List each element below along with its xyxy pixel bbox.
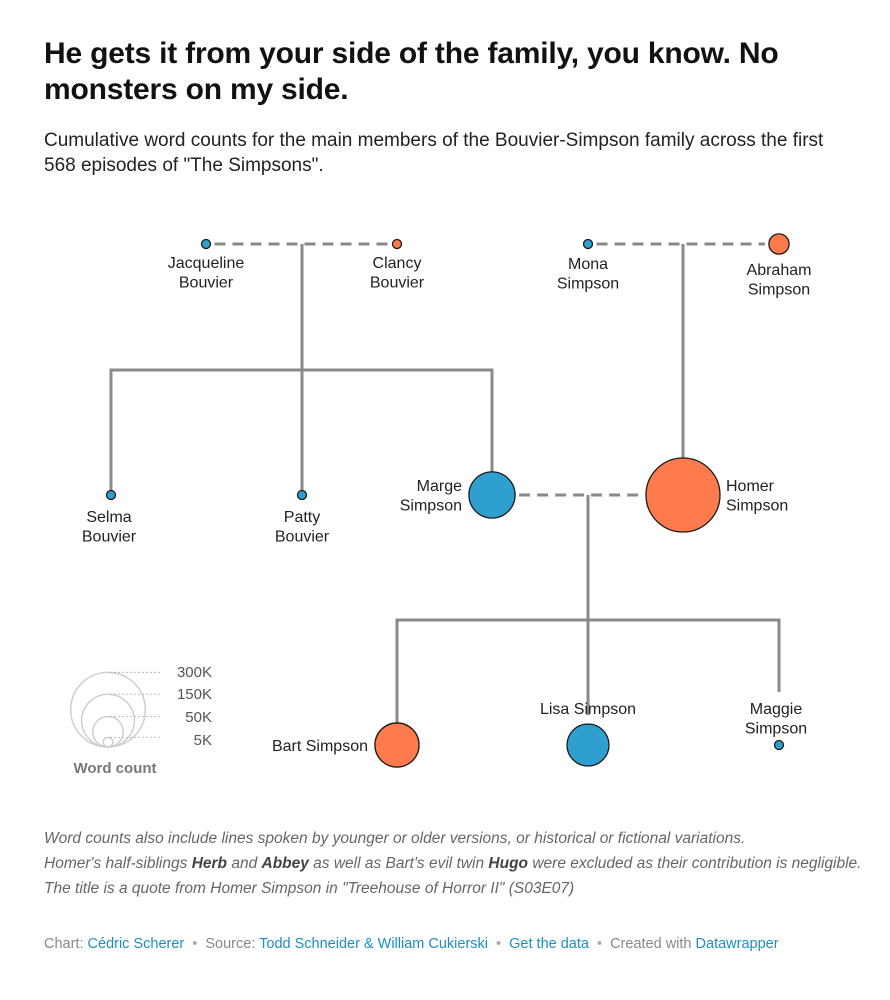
legend-label-50K: 50K [185, 709, 212, 726]
bubble-maggie[interactable] [773, 739, 785, 751]
label-clancy-line-2: Bouvier [370, 275, 425, 292]
bubble-jacqueline[interactable] [200, 238, 212, 250]
legend-circle-150K [80, 693, 136, 748]
datawrapper-link[interactable]: Datawrapper [695, 936, 779, 952]
label-clancy: Clancy Bouvier [370, 255, 425, 292]
label-abraham-line-2: Simpson [748, 282, 810, 299]
label-marge: Marge Simpson [400, 478, 462, 515]
bubble-marge[interactable] [468, 471, 516, 519]
label-maggie-line-1: Maggie [750, 701, 803, 718]
chart-title: He gets it from your side of the family,… [44, 37, 779, 106]
label-homer-line-1: Homer [726, 478, 775, 495]
legend-circle-5K [102, 736, 114, 748]
label-jacqueline-line-1: Jacqueline [168, 255, 245, 272]
bubble-patty[interactable] [296, 489, 308, 501]
label-patty: Patty Bouvier [275, 509, 330, 546]
legend-title: Word count [73, 760, 156, 777]
note-abbey: Abbey [261, 855, 309, 872]
bubble-clancy[interactable] [391, 238, 403, 250]
bubble-selma[interactable] [105, 489, 117, 501]
get-data-link[interactable]: Get the data [509, 936, 589, 952]
note-line-1: Word counts also include lines spoken by… [44, 830, 746, 847]
bubbles [105, 233, 790, 768]
label-selma-line-1: Selma [86, 509, 131, 526]
note-line-3: The title is a quote from Homer Simpson … [44, 880, 575, 897]
size-legend: 300K 150K 50K 5K Word count [69, 664, 212, 777]
label-marge-line-2: Simpson [400, 498, 462, 515]
legend-circle-300K [69, 671, 147, 748]
label-maggie: Maggie Simpson [745, 701, 807, 738]
label-abraham-line-1: Abraham [747, 262, 812, 279]
bubble-mona[interactable] [582, 238, 594, 250]
label-homer: Homer Simpson [726, 478, 788, 515]
label-patty-line-2: Bouvier [275, 529, 330, 546]
chart-subtitle: Cumulative word counts for the main memb… [44, 130, 824, 176]
label-jacqueline-line-2: Bouvier [179, 275, 234, 292]
note-herb: Herb [191, 855, 228, 872]
note-hugo: Hugo [488, 855, 529, 872]
label-jacqueline: Jacqueline Bouvier [168, 255, 245, 292]
bubble-abraham[interactable] [768, 233, 790, 255]
legend-circle-50K [92, 715, 124, 748]
label-selma-line-2: Bouvier [82, 529, 137, 546]
legend-label-5K: 5K [194, 732, 212, 749]
label-selma: Selma Bouvier [82, 509, 137, 546]
chart-author-link[interactable]: Cédric Scherer [87, 936, 185, 952]
label-mona-line-2: Simpson [557, 276, 619, 293]
label-marge-line-1: Marge [417, 478, 462, 495]
label-homer-line-2: Simpson [726, 498, 788, 515]
member-labels: Jacqueline Bouvier Clancy Bouvier Mona Simpso… [82, 255, 812, 755]
chart-notes: Word counts also include lines spoken by… [44, 826, 864, 901]
legend-label-150K: 150K [177, 686, 212, 703]
label-bart: Bart Simpson [272, 738, 368, 755]
connectors [109, 242, 781, 723]
label-maggie-line-2: Simpson [745, 721, 807, 738]
bubble-bart[interactable] [374, 722, 420, 768]
label-lisa: Lisa Simpson [540, 701, 636, 718]
label-mona: Mona Simpson [557, 256, 619, 293]
bubble-lisa[interactable] [566, 723, 610, 767]
label-clancy-line-1: Clancy [373, 255, 422, 272]
chart-footer: Chart: Cédric Scherer • Source: Todd Sch… [44, 936, 779, 952]
note-line-2: Homer's half-siblings Herb and Abbey as … [44, 855, 862, 872]
label-mona-line-1: Mona [568, 256, 608, 273]
source-link[interactable]: Todd Schneider & William Cukierski [259, 936, 488, 952]
bubble-homer[interactable] [645, 457, 721, 533]
label-abraham: Abraham Simpson [747, 262, 812, 299]
legend-label-300K: 300K [177, 664, 212, 681]
label-patty-line-1: Patty [284, 509, 320, 526]
